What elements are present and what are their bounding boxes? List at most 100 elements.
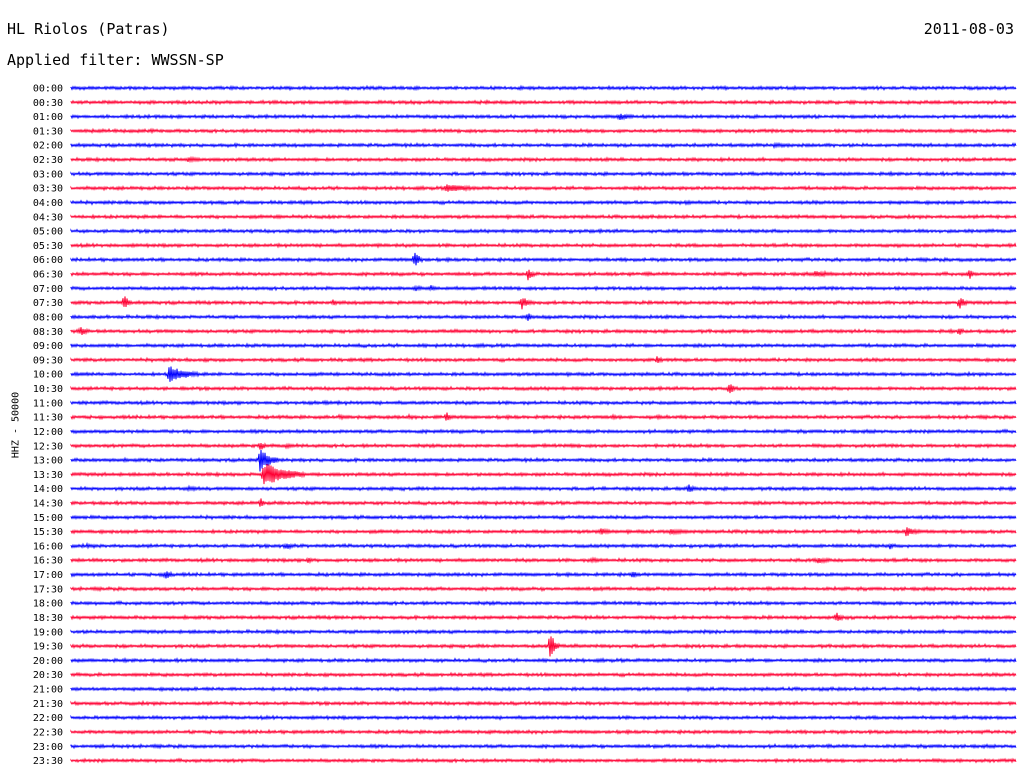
time-tick-label: 10:00 bbox=[33, 370, 63, 381]
time-tick-label: 07:30 bbox=[33, 298, 63, 309]
trace-1700 bbox=[70, 570, 1017, 579]
time-tick-label: 22:30 bbox=[33, 727, 63, 738]
time-tick-label: 13:00 bbox=[33, 456, 63, 467]
time-tick-label: 01:00 bbox=[33, 112, 63, 123]
time-tick-labels: 00:00 00:30 01:00 01:30 02:00 02:30 03:00 03:30… bbox=[33, 84, 63, 768]
trace-2130 bbox=[70, 699, 1017, 707]
trace-1100 bbox=[70, 399, 1017, 407]
time-tick-label: 05:30 bbox=[33, 241, 63, 252]
time-tick-label: 09:00 bbox=[33, 341, 63, 352]
trace-0500 bbox=[70, 227, 1017, 235]
time-tick-label: 18:30 bbox=[33, 613, 63, 624]
trace-2100 bbox=[70, 685, 1017, 693]
trace-1730 bbox=[70, 585, 1017, 593]
time-tick-label: 13:30 bbox=[33, 470, 63, 481]
time-tick-label: 20:00 bbox=[33, 656, 63, 667]
trace-0830 bbox=[70, 327, 1017, 336]
time-tick-label: 10:30 bbox=[33, 384, 63, 395]
time-tick-label: 11:00 bbox=[33, 398, 63, 409]
time-tick-label: 00:00 bbox=[33, 84, 63, 95]
time-tick-label: 11:30 bbox=[33, 413, 63, 424]
time-tick-label: 02:00 bbox=[33, 141, 63, 152]
time-tick-label: 02:30 bbox=[33, 155, 63, 166]
trace-0930 bbox=[70, 356, 1017, 364]
trace-0430 bbox=[70, 213, 1017, 221]
time-tick-label: 14:30 bbox=[33, 498, 63, 509]
trace-0400 bbox=[70, 199, 1017, 206]
trace-1600 bbox=[70, 541, 1017, 550]
time-tick-label: 23:00 bbox=[33, 742, 63, 753]
trace-0200 bbox=[70, 141, 1017, 150]
trace-0300 bbox=[70, 170, 1017, 178]
trace-0800 bbox=[70, 313, 1017, 321]
time-tick-label: 08:00 bbox=[33, 312, 63, 323]
time-tick-label: 03:00 bbox=[33, 169, 63, 180]
date-label: 2011-08-03 bbox=[923, 20, 1014, 38]
time-tick-label: 04:00 bbox=[33, 198, 63, 209]
time-tick-label: 04:30 bbox=[33, 212, 63, 223]
trace-0600 bbox=[70, 252, 1017, 266]
trace-0100 bbox=[70, 113, 1017, 121]
time-tick-label: 06:00 bbox=[33, 255, 63, 266]
time-tick-label: 19:30 bbox=[33, 642, 63, 653]
trace-1930 bbox=[70, 636, 1017, 657]
trace-1400 bbox=[70, 484, 1017, 493]
trace-0700 bbox=[70, 284, 1017, 292]
time-tick-label: 18:00 bbox=[33, 599, 63, 610]
trace-1000 bbox=[70, 366, 1017, 382]
time-tick-label: 01:30 bbox=[33, 126, 63, 137]
time-tick-label: 14:00 bbox=[33, 484, 63, 495]
trace-0000 bbox=[70, 84, 1017, 92]
trace-0130 bbox=[70, 127, 1017, 135]
seismic-traces bbox=[70, 84, 1017, 764]
trace-1200 bbox=[70, 428, 1017, 435]
trace-2230 bbox=[70, 728, 1017, 736]
time-tick-label: 21:30 bbox=[33, 699, 63, 710]
trace-1900 bbox=[70, 628, 1017, 635]
time-tick-label: 15:30 bbox=[33, 527, 63, 538]
trace-2200 bbox=[70, 714, 1017, 721]
trace-1230 bbox=[70, 442, 1017, 450]
time-tick-label: 12:30 bbox=[33, 441, 63, 452]
trace-1500 bbox=[70, 514, 1017, 521]
trace-0030 bbox=[70, 99, 1017, 106]
trace-0330 bbox=[70, 184, 1017, 193]
trace-0530 bbox=[70, 242, 1017, 249]
trace-0900 bbox=[70, 342, 1017, 349]
time-tick-label: 22:00 bbox=[33, 713, 63, 724]
filter-label: Applied filter: WWSSN-SP bbox=[7, 51, 224, 69]
trace-1330 bbox=[70, 464, 1017, 485]
time-tick-label: 20:30 bbox=[33, 670, 63, 681]
trace-2030 bbox=[70, 671, 1017, 679]
time-tick-label: 23:30 bbox=[33, 756, 63, 767]
trace-2000 bbox=[70, 656, 1017, 664]
time-tick-label: 19:00 bbox=[33, 627, 63, 638]
time-tick-label: 15:00 bbox=[33, 513, 63, 524]
time-tick-label: 00:30 bbox=[33, 98, 63, 109]
time-tick-label: 07:00 bbox=[33, 284, 63, 295]
time-tick-label: 16:30 bbox=[33, 556, 63, 567]
trace-1800 bbox=[70, 599, 1017, 607]
time-tick-label: 16:00 bbox=[33, 541, 63, 552]
trace-1300 bbox=[70, 449, 1017, 472]
trace-2330 bbox=[70, 757, 1017, 764]
trace-2300 bbox=[70, 742, 1017, 750]
station-title: HL Riolos (Patras) bbox=[7, 20, 170, 38]
time-tick-label: 17:30 bbox=[33, 584, 63, 595]
trace-0630 bbox=[70, 269, 1017, 281]
time-tick-label: 09:30 bbox=[33, 355, 63, 366]
trace-1530 bbox=[70, 527, 1017, 537]
trace-1830 bbox=[70, 612, 1017, 622]
time-tick-label: 12:00 bbox=[33, 427, 63, 438]
trace-1030 bbox=[70, 384, 1017, 394]
time-tick-label: 03:30 bbox=[33, 184, 63, 195]
time-tick-label: 17:00 bbox=[33, 570, 63, 581]
trace-1130 bbox=[70, 412, 1017, 421]
trace-1630 bbox=[70, 556, 1017, 565]
trace-1430 bbox=[70, 498, 1017, 507]
time-tick-label: 06:30 bbox=[33, 270, 63, 281]
time-tick-label: 21:00 bbox=[33, 685, 63, 696]
time-tick-label: 05:00 bbox=[33, 227, 63, 238]
trace-0230 bbox=[70, 155, 1017, 164]
